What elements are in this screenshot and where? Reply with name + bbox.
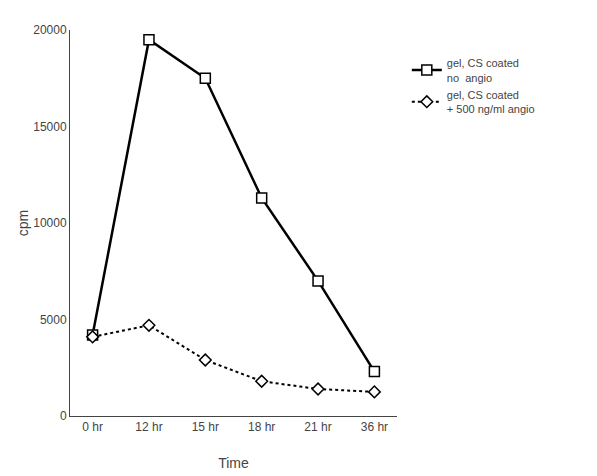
svg-text:10000: 10000	[33, 216, 67, 230]
svg-text:15 hr: 15 hr	[192, 420, 219, 434]
svg-text:12 hr: 12 hr	[135, 420, 162, 434]
svg-text:gel, CS coated+ 500 ng/ml angi: gel, CS coated+ 500 ng/ml angio	[447, 89, 535, 115]
svg-text:5000: 5000	[40, 313, 67, 327]
svg-text:gel, CS coatedno angio: gel, CS coatedno angio	[447, 57, 519, 83]
svg-text:Time: Time	[218, 455, 249, 471]
svg-text:20000: 20000	[33, 23, 67, 37]
svg-text:0 hr: 0 hr	[82, 420, 103, 434]
svg-text:36 hr: 36 hr	[361, 420, 388, 434]
svg-text:15000: 15000	[33, 120, 67, 134]
svg-text:18 hr: 18 hr	[248, 420, 275, 434]
svg-text:0: 0	[60, 409, 67, 423]
svg-text:cpm: cpm	[15, 210, 31, 236]
svg-text:21 hr: 21 hr	[304, 420, 331, 434]
